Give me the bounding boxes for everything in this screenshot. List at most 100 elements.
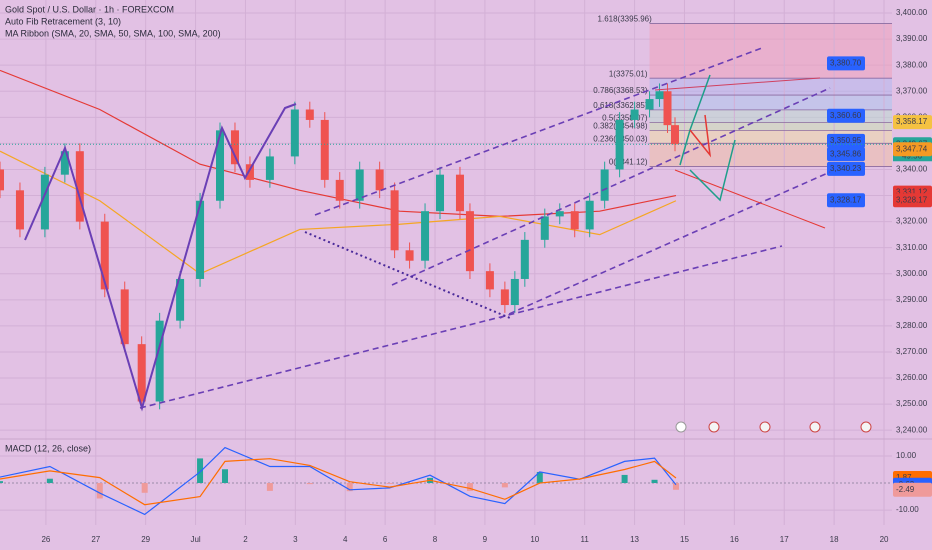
x-tick-label: 4 (343, 535, 348, 544)
candle-body (15, 190, 24, 230)
candle-body (120, 289, 129, 345)
y-tick-label: 3,400.00 (896, 8, 928, 17)
price-tag-label: 3,360.60 (830, 111, 862, 120)
candle-body (630, 109, 639, 120)
histogram-bar (197, 458, 204, 484)
x-tick-label: 8 (433, 535, 438, 544)
x-tick-label: 20 (880, 535, 889, 544)
candle-body (216, 130, 225, 201)
macd-line (0, 446, 677, 516)
fib-label: 0.618(3362.85) (593, 101, 648, 110)
y-tick-label: 10.00 (896, 451, 917, 460)
histogram-bar (536, 471, 543, 484)
candle-body (320, 119, 329, 180)
candle-body (40, 174, 49, 230)
fib-label: 0(3341.12) (609, 158, 648, 167)
price-tag-label: 3,358.17 (896, 117, 928, 126)
histogram-bar (672, 483, 679, 490)
fib-label: 1.618(3395.96) (598, 15, 653, 24)
price-tag-label: -2.49 (896, 485, 915, 494)
candle-body (137, 344, 146, 402)
candle-body (230, 130, 239, 165)
candle-body (75, 151, 84, 222)
candle-body (585, 200, 594, 230)
histogram-bar (221, 469, 228, 484)
price-tag (827, 108, 865, 123)
histogram-bar (501, 483, 508, 488)
candle-body (245, 164, 254, 180)
x-tick-label: 15 (680, 535, 689, 544)
candle-body (455, 174, 464, 212)
histogram-bar (46, 478, 53, 484)
histogram-bar (621, 474, 628, 484)
y-tick-label: -10.00 (896, 505, 919, 514)
price-tag-label: 3,345.86 (830, 149, 862, 158)
candle-body (485, 271, 494, 290)
y-tick-label: 3,300.00 (896, 269, 928, 278)
price-tag (893, 482, 932, 497)
x-tick-label: 2 (243, 535, 248, 544)
symbol: Gold Spot / U.S. Dollar · 1h · FOREXCOM (5, 4, 174, 14)
histogram-bar (386, 483, 393, 484)
x-tick-label: 11 (581, 535, 590, 544)
candle-body (465, 211, 474, 272)
price-tag-label: 3,340.23 (830, 164, 862, 173)
price-tag (827, 56, 865, 71)
candle-body (421, 211, 430, 261)
candle-body (155, 320, 164, 402)
candle-body (355, 169, 364, 201)
x-tick-label: 16 (730, 535, 739, 544)
x-tick-label: 17 (780, 535, 789, 544)
candle-body (500, 289, 509, 306)
x-tick-label: 26 (41, 535, 50, 544)
candle-body (655, 91, 664, 100)
x-tick-label: 9 (483, 535, 488, 544)
candle-body (555, 211, 564, 217)
candle-body (663, 91, 672, 126)
price-tag-label: 3,331.12 (896, 188, 928, 197)
drawings (24, 47, 872, 433)
candle-body (390, 190, 399, 251)
ma-indicator: MA Ribbon (SMA, 20, SMA, 50, SMA, 100, S… (5, 28, 221, 38)
price-tag (827, 161, 865, 176)
price-tag (827, 147, 865, 162)
candle-body (265, 156, 274, 180)
fib-zone (649, 122, 892, 131)
y-tick-label: 3,370.00 (896, 86, 928, 95)
price-tag-label: 3,380.70 (830, 58, 862, 67)
y-tick-label: 3,290.00 (896, 295, 928, 304)
moving-average (0, 69, 677, 217)
candle-body (405, 250, 414, 261)
candle-body (100, 221, 109, 290)
x-tick-label: 10 (530, 535, 539, 544)
x-tick-label: 29 (141, 535, 150, 544)
moving-average (0, 150, 677, 275)
price-tag (893, 193, 932, 208)
y-tick-label: 3,240.00 (896, 425, 928, 434)
candle-body (510, 278, 519, 306)
x-tick-label: 27 (91, 535, 100, 544)
candle-body (196, 200, 205, 279)
histogram-bar (466, 483, 473, 491)
y-tick-label: 3,270.00 (896, 347, 928, 356)
y-tick-label: 3,250.00 (896, 399, 928, 408)
x-tick-label: 6 (383, 535, 388, 544)
candle-body (436, 174, 445, 212)
y-tick-label: 3,380.00 (896, 60, 928, 69)
histogram-bar (0, 481, 3, 484)
price-tag-label: 3,328.17 (830, 195, 862, 204)
histogram-bar (96, 483, 103, 499)
y-tick-label: 3,260.00 (896, 373, 928, 382)
x-tick-label: 3 (293, 535, 298, 544)
candle-body (375, 169, 384, 191)
candle-body (335, 179, 344, 201)
candle-body (600, 169, 609, 201)
x-tick-label: 18 (830, 535, 839, 544)
candle-body (570, 211, 579, 230)
candle-body (305, 109, 314, 120)
candle-body (540, 216, 549, 240)
price-tag (827, 193, 865, 208)
histogram-bar (141, 483, 148, 493)
x-tick-label: Jul (190, 535, 200, 544)
